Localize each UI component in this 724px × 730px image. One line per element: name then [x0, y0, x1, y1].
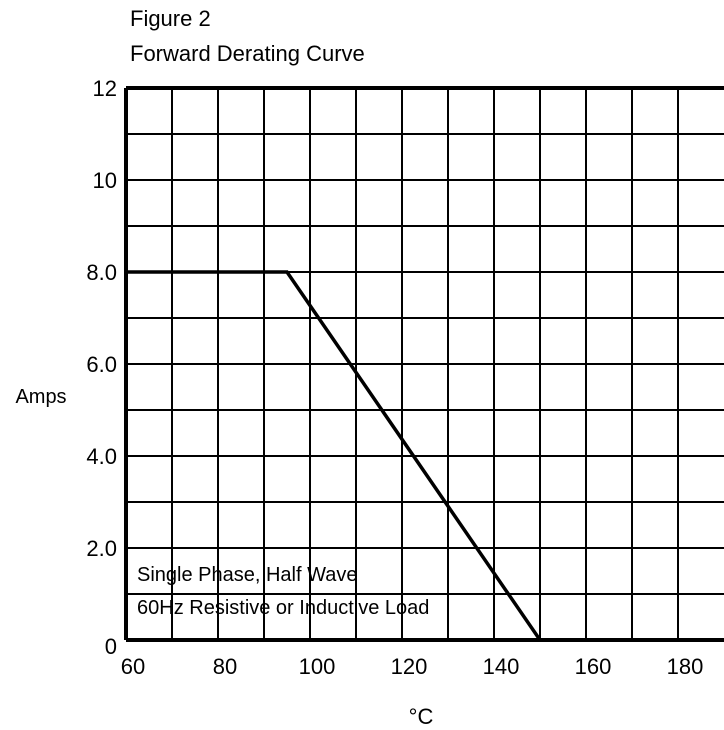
x-tick-label: 120: [391, 654, 428, 679]
x-tick-label: 60: [121, 654, 145, 679]
plot-frame: [124, 86, 724, 642]
y-tick-label: 8.0: [86, 260, 117, 285]
grid: [126, 88, 724, 640]
annotation-line-1: Single Phase, Half Wave: [137, 564, 357, 586]
series-line: [126, 270, 542, 641]
y-tick-label: 10: [93, 168, 117, 193]
annotation-line-2: 60Hz Resistive or Inductive Load: [137, 597, 429, 619]
x-tick-label: 80: [213, 654, 237, 679]
x-axis-label: °C: [409, 704, 434, 729]
annotation: Single Phase, Half Wave 60Hz Resistive o…: [137, 564, 429, 619]
y-tick-label: 0: [105, 634, 117, 659]
x-tick-labels: 60 80 100 120 140 160 180: [121, 654, 704, 679]
y-tick-label: 2.0: [86, 536, 117, 561]
figure-label: Figure 2: [130, 6, 211, 31]
x-tick-label: 140: [483, 654, 520, 679]
y-tick-label: 4.0: [86, 444, 117, 469]
y-axis-label: Amps: [15, 386, 66, 408]
y-tick-label: 12: [93, 76, 117, 101]
x-tick-label: 160: [575, 654, 612, 679]
x-tick-label: 100: [299, 654, 336, 679]
series: [126, 270, 542, 641]
x-tick-label: 180: [667, 654, 704, 679]
chart-title: Forward Derating Curve: [130, 41, 365, 66]
y-tick-label: 6.0: [86, 352, 117, 377]
y-tick-labels: 0 2.0 4.0 6.0 8.0 10 12: [86, 76, 117, 659]
